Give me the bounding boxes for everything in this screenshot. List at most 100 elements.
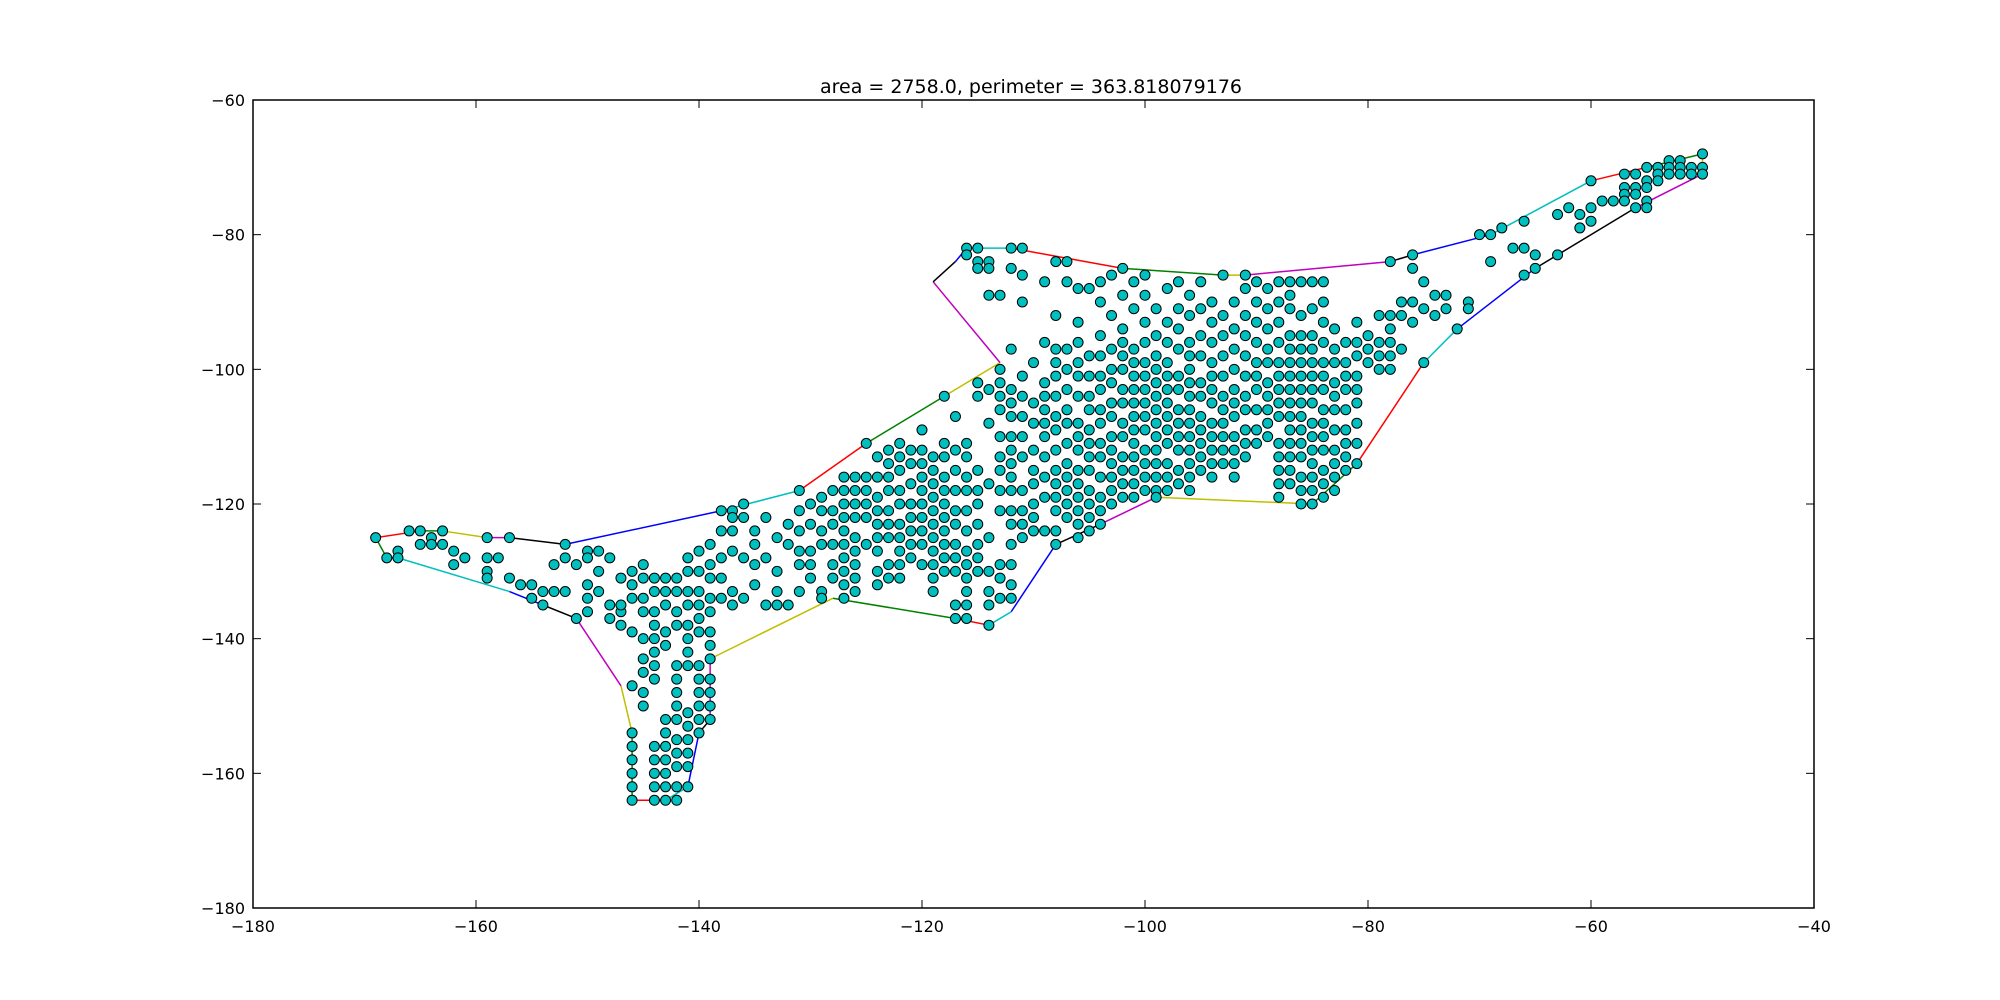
scatter-point xyxy=(994,451,1006,463)
scatter-point xyxy=(760,599,772,611)
scatter-point xyxy=(905,511,917,523)
scatter-point xyxy=(637,606,649,618)
scatter-point xyxy=(1329,377,1341,389)
scatter-point xyxy=(1563,202,1575,214)
scatter-point xyxy=(849,545,861,557)
scatter-point xyxy=(1217,417,1229,429)
scatter-point xyxy=(1284,384,1296,396)
scatter-point xyxy=(1094,471,1106,483)
scatter-point xyxy=(671,781,683,793)
scatter-point xyxy=(1016,242,1028,254)
scatter-point xyxy=(671,572,683,584)
scatter-point xyxy=(1641,182,1653,194)
scatter-point xyxy=(1262,417,1274,429)
scatter-point xyxy=(1239,350,1251,362)
scatter-point xyxy=(938,552,950,564)
scatter-point xyxy=(849,559,861,571)
scatter-point xyxy=(1039,404,1051,416)
y-tick-label: −80 xyxy=(211,226,245,245)
scatter-point xyxy=(1061,437,1073,449)
scatter-point xyxy=(1317,296,1329,308)
scatter-point xyxy=(1317,336,1329,348)
scatter-point xyxy=(548,586,560,598)
scatter-point xyxy=(883,572,895,584)
scatter-point xyxy=(1273,370,1285,382)
scatter-point xyxy=(648,781,660,793)
scatter-point xyxy=(1351,417,1363,429)
scatter-point xyxy=(860,471,872,483)
x-tick-label: −180 xyxy=(231,917,275,936)
scatter-point xyxy=(1395,309,1407,321)
scatter-point xyxy=(1061,343,1073,355)
scatter-point xyxy=(648,673,660,685)
scatter-point xyxy=(894,498,906,510)
scatter-point xyxy=(905,525,917,537)
scatter-point xyxy=(1329,343,1341,355)
scatter-point xyxy=(1117,289,1129,301)
scatter-point xyxy=(671,586,683,598)
scatter-point xyxy=(381,552,393,564)
scatter-point xyxy=(1005,485,1017,497)
scatter-point xyxy=(905,538,917,550)
scatter-point xyxy=(1239,451,1251,463)
scatter-point xyxy=(961,572,973,584)
scatter-point xyxy=(1083,350,1095,362)
scatter-point xyxy=(1340,404,1352,416)
scatter-point xyxy=(1206,417,1218,429)
scatter-point xyxy=(548,559,560,571)
scatter-point xyxy=(838,565,850,577)
scatter-point xyxy=(1251,357,1262,369)
scatter-point xyxy=(1407,316,1419,328)
scatter-point xyxy=(403,525,415,537)
scatter-point xyxy=(760,552,772,564)
scatter-point xyxy=(1284,464,1296,476)
scatter-point xyxy=(726,545,738,557)
scatter-point xyxy=(1340,336,1352,348)
scatter-point xyxy=(938,565,950,577)
scatter-point xyxy=(949,565,961,577)
scatter-point xyxy=(1251,370,1262,382)
scatter-point xyxy=(392,552,404,564)
scatter-point xyxy=(1340,370,1352,382)
scatter-point xyxy=(1306,431,1318,443)
boundary-segment xyxy=(955,617,990,626)
scatter-point xyxy=(1206,370,1218,382)
scatter-point xyxy=(1462,303,1474,315)
scatter-point xyxy=(1585,202,1597,214)
scatter-point xyxy=(1585,215,1597,227)
scatter-point xyxy=(1106,410,1118,422)
scatter-point xyxy=(704,592,716,604)
boundary-segment xyxy=(1010,543,1057,613)
scatter-point xyxy=(1206,431,1218,443)
scatter-point xyxy=(1028,417,1039,429)
scatter-point xyxy=(726,525,738,537)
scatter-point xyxy=(1239,370,1251,382)
scatter-point xyxy=(927,505,939,517)
scatter-point xyxy=(1362,343,1374,355)
scatter-point xyxy=(1262,323,1274,335)
scatter-point xyxy=(726,586,738,598)
scatter-point xyxy=(1284,478,1296,490)
scatter-point xyxy=(1128,384,1140,396)
scatter-point xyxy=(1184,390,1196,402)
scatter-point xyxy=(849,471,861,483)
scatter-point xyxy=(827,505,839,517)
scatter-point xyxy=(961,559,973,571)
x-tick-label: −140 xyxy=(677,917,721,936)
boundary-segment xyxy=(687,732,700,787)
scatter-point xyxy=(1228,323,1240,335)
scatter-point xyxy=(894,451,906,463)
scatter-point xyxy=(1329,390,1341,402)
scatter-point xyxy=(693,727,705,739)
scatter-point xyxy=(1106,458,1118,470)
scatter-point xyxy=(1217,350,1229,362)
scatter-point xyxy=(1106,377,1118,389)
boundary-segment xyxy=(509,590,544,606)
scatter-point xyxy=(1028,511,1039,523)
scatter-point xyxy=(1117,262,1129,274)
scatter-point xyxy=(1039,525,1051,537)
scatter-point xyxy=(715,505,727,517)
scatter-point xyxy=(1630,188,1642,200)
scatter-point xyxy=(1039,431,1051,443)
scatter-point xyxy=(1117,350,1129,362)
